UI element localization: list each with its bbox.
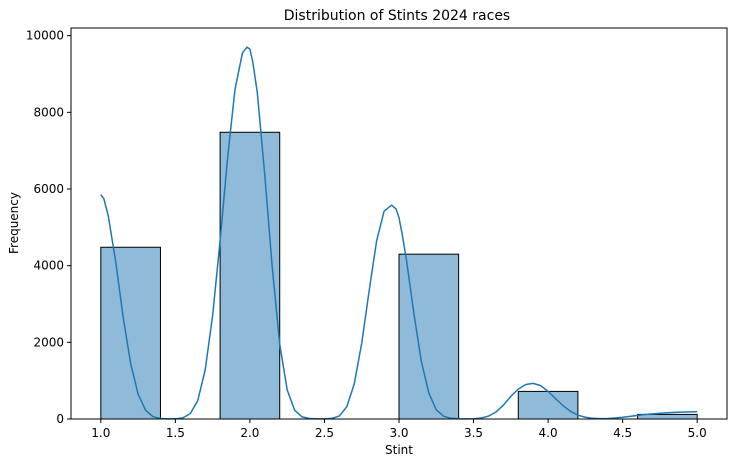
x-tick-label: 2.5 (315, 426, 334, 440)
plot-area: 1.0 1.5 2.0 2.5 3.0 3.5 4.0 4.5 5.0 0 2000 4000 6000… (26, 27, 728, 440)
kde-line (100, 46, 698, 420)
y-tick-label: 10000 (26, 29, 64, 43)
x-tick-label: 1.5 (166, 426, 185, 440)
y-tick-label: 6000 (33, 182, 64, 196)
chart-title: Distribution of Stints 2024 races (284, 8, 510, 24)
x-tick-label: 1.0 (91, 426, 110, 440)
x-tick-label: 2.0 (240, 426, 259, 440)
x-tick-label: 5.0 (688, 426, 707, 440)
y-tick-label: 0 (56, 412, 64, 426)
x-tick-label: 3.5 (464, 426, 483, 440)
x-tick-label: 4.5 (613, 426, 632, 440)
x-axis-label: Stint (385, 443, 413, 457)
y-axis-label: Frequency (7, 192, 21, 254)
y-tick-label: 8000 (33, 105, 64, 119)
x-tick-label: 4.0 (539, 426, 558, 440)
histogram-bar-1 (100, 246, 161, 420)
x-tick-label: 3.0 (389, 426, 408, 440)
histogram-bar-4 (517, 390, 579, 420)
histogram-bar-2 (219, 131, 281, 420)
y-tick-label: 4000 (33, 259, 64, 273)
y-tick-label: 2000 (33, 335, 64, 349)
